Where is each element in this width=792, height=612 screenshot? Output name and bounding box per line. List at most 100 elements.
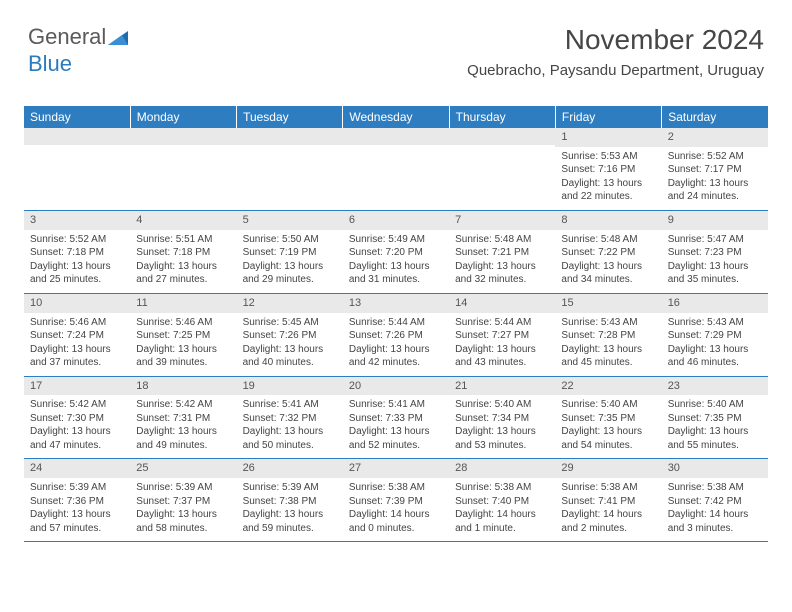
day-body: Sunrise: 5:50 AM Sunset: 7:19 PM Dayligh… [237, 230, 343, 293]
day-number: 26 [237, 459, 343, 478]
day-body: Sunrise: 5:39 AM Sunset: 7:38 PM Dayligh… [237, 478, 343, 541]
day-number: 27 [343, 459, 449, 478]
calendar-day-cell: 30Sunrise: 5:38 AM Sunset: 7:42 PM Dayli… [662, 459, 768, 542]
calendar-day-cell: 25Sunrise: 5:39 AM Sunset: 7:37 PM Dayli… [130, 459, 236, 542]
day-header-row: Sunday Monday Tuesday Wednesday Thursday… [24, 106, 768, 128]
day-number: 8 [555, 211, 661, 230]
calendar-week-row: 24Sunrise: 5:39 AM Sunset: 7:36 PM Dayli… [24, 459, 768, 542]
day-body: Sunrise: 5:42 AM Sunset: 7:30 PM Dayligh… [24, 395, 130, 458]
month-title: November 2024 [467, 24, 764, 56]
day-number: 30 [662, 459, 768, 478]
location-text: Quebracho, Paysandu Department, Uruguay [467, 62, 764, 79]
day-header: Monday [130, 106, 236, 128]
day-body-empty [343, 145, 449, 208]
day-body: Sunrise: 5:46 AM Sunset: 7:25 PM Dayligh… [130, 313, 236, 376]
calendar-day-cell: 29Sunrise: 5:38 AM Sunset: 7:41 PM Dayli… [555, 459, 661, 542]
calendar-day-cell: 18Sunrise: 5:42 AM Sunset: 7:31 PM Dayli… [130, 376, 236, 459]
day-number [24, 128, 130, 145]
day-number: 24 [24, 459, 130, 478]
day-header: Sunday [24, 106, 130, 128]
calendar-day-cell: 26Sunrise: 5:39 AM Sunset: 7:38 PM Dayli… [237, 459, 343, 542]
day-body-empty [130, 145, 236, 208]
logo-text-1: General [28, 24, 106, 49]
day-body: Sunrise: 5:41 AM Sunset: 7:32 PM Dayligh… [237, 395, 343, 458]
calendar-day-cell: 19Sunrise: 5:41 AM Sunset: 7:32 PM Dayli… [237, 376, 343, 459]
day-body: Sunrise: 5:39 AM Sunset: 7:36 PM Dayligh… [24, 478, 130, 541]
day-body: Sunrise: 5:38 AM Sunset: 7:41 PM Dayligh… [555, 478, 661, 541]
calendar-day-cell: 16Sunrise: 5:43 AM Sunset: 7:29 PM Dayli… [662, 293, 768, 376]
calendar-day-cell: 22Sunrise: 5:40 AM Sunset: 7:35 PM Dayli… [555, 376, 661, 459]
day-number: 1 [555, 128, 661, 147]
calendar-day-cell [130, 128, 236, 210]
day-number: 22 [555, 377, 661, 396]
day-number: 29 [555, 459, 661, 478]
day-body-empty [449, 145, 555, 208]
day-number: 28 [449, 459, 555, 478]
logo-triangle-icon [108, 25, 128, 51]
day-body: Sunrise: 5:39 AM Sunset: 7:37 PM Dayligh… [130, 478, 236, 541]
day-body: Sunrise: 5:46 AM Sunset: 7:24 PM Dayligh… [24, 313, 130, 376]
day-number: 20 [343, 377, 449, 396]
day-body: Sunrise: 5:52 AM Sunset: 7:18 PM Dayligh… [24, 230, 130, 293]
day-number: 3 [24, 211, 130, 230]
calendar-day-cell: 1Sunrise: 5:53 AM Sunset: 7:16 PM Daylig… [555, 128, 661, 210]
calendar-day-cell: 8Sunrise: 5:48 AM Sunset: 7:22 PM Daylig… [555, 210, 661, 293]
day-body: Sunrise: 5:40 AM Sunset: 7:34 PM Dayligh… [449, 395, 555, 458]
calendar-day-cell: 7Sunrise: 5:48 AM Sunset: 7:21 PM Daylig… [449, 210, 555, 293]
day-number: 25 [130, 459, 236, 478]
day-header: Saturday [662, 106, 768, 128]
logo: General Blue [28, 24, 128, 77]
calendar-day-cell: 28Sunrise: 5:38 AM Sunset: 7:40 PM Dayli… [449, 459, 555, 542]
calendar-day-cell: 21Sunrise: 5:40 AM Sunset: 7:34 PM Dayli… [449, 376, 555, 459]
day-body: Sunrise: 5:45 AM Sunset: 7:26 PM Dayligh… [237, 313, 343, 376]
day-body: Sunrise: 5:49 AM Sunset: 7:20 PM Dayligh… [343, 230, 449, 293]
calendar-day-cell: 15Sunrise: 5:43 AM Sunset: 7:28 PM Dayli… [555, 293, 661, 376]
day-number [130, 128, 236, 145]
day-number: 5 [237, 211, 343, 230]
day-body-empty [237, 145, 343, 208]
day-number: 11 [130, 294, 236, 313]
calendar-day-cell [237, 128, 343, 210]
calendar-day-cell: 14Sunrise: 5:44 AM Sunset: 7:27 PM Dayli… [449, 293, 555, 376]
calendar-day-cell: 6Sunrise: 5:49 AM Sunset: 7:20 PM Daylig… [343, 210, 449, 293]
day-body: Sunrise: 5:47 AM Sunset: 7:23 PM Dayligh… [662, 230, 768, 293]
logo-text-2: Blue [28, 51, 72, 76]
calendar-day-cell: 20Sunrise: 5:41 AM Sunset: 7:33 PM Dayli… [343, 376, 449, 459]
calendar-day-cell: 10Sunrise: 5:46 AM Sunset: 7:24 PM Dayli… [24, 293, 130, 376]
day-number: 10 [24, 294, 130, 313]
day-number: 17 [24, 377, 130, 396]
day-number: 4 [130, 211, 236, 230]
day-number: 14 [449, 294, 555, 313]
day-number: 6 [343, 211, 449, 230]
day-body: Sunrise: 5:41 AM Sunset: 7:33 PM Dayligh… [343, 395, 449, 458]
day-body: Sunrise: 5:44 AM Sunset: 7:27 PM Dayligh… [449, 313, 555, 376]
day-number: 7 [449, 211, 555, 230]
calendar-day-cell: 4Sunrise: 5:51 AM Sunset: 7:18 PM Daylig… [130, 210, 236, 293]
day-body: Sunrise: 5:42 AM Sunset: 7:31 PM Dayligh… [130, 395, 236, 458]
calendar-day-cell: 12Sunrise: 5:45 AM Sunset: 7:26 PM Dayli… [237, 293, 343, 376]
day-header: Tuesday [237, 106, 343, 128]
day-body: Sunrise: 5:38 AM Sunset: 7:40 PM Dayligh… [449, 478, 555, 541]
calendar-week-row: 10Sunrise: 5:46 AM Sunset: 7:24 PM Dayli… [24, 293, 768, 376]
calendar-table: Sunday Monday Tuesday Wednesday Thursday… [24, 106, 768, 542]
day-body: Sunrise: 5:40 AM Sunset: 7:35 PM Dayligh… [662, 395, 768, 458]
calendar-day-cell: 2Sunrise: 5:52 AM Sunset: 7:17 PM Daylig… [662, 128, 768, 210]
calendar-day-cell [24, 128, 130, 210]
day-number: 15 [555, 294, 661, 313]
calendar-day-cell: 23Sunrise: 5:40 AM Sunset: 7:35 PM Dayli… [662, 376, 768, 459]
day-number: 9 [662, 211, 768, 230]
calendar-day-cell: 11Sunrise: 5:46 AM Sunset: 7:25 PM Dayli… [130, 293, 236, 376]
day-body: Sunrise: 5:38 AM Sunset: 7:39 PM Dayligh… [343, 478, 449, 541]
calendar-day-cell [343, 128, 449, 210]
header-right: November 2024 Quebracho, Paysandu Depart… [467, 24, 764, 79]
day-number: 18 [130, 377, 236, 396]
day-number: 13 [343, 294, 449, 313]
calendar-week-row: 3Sunrise: 5:52 AM Sunset: 7:18 PM Daylig… [24, 210, 768, 293]
day-number: 19 [237, 377, 343, 396]
day-body: Sunrise: 5:51 AM Sunset: 7:18 PM Dayligh… [130, 230, 236, 293]
day-body: Sunrise: 5:48 AM Sunset: 7:22 PM Dayligh… [555, 230, 661, 293]
day-number: 12 [237, 294, 343, 313]
day-header: Thursday [449, 106, 555, 128]
day-number: 21 [449, 377, 555, 396]
calendar-day-cell: 17Sunrise: 5:42 AM Sunset: 7:30 PM Dayli… [24, 376, 130, 459]
